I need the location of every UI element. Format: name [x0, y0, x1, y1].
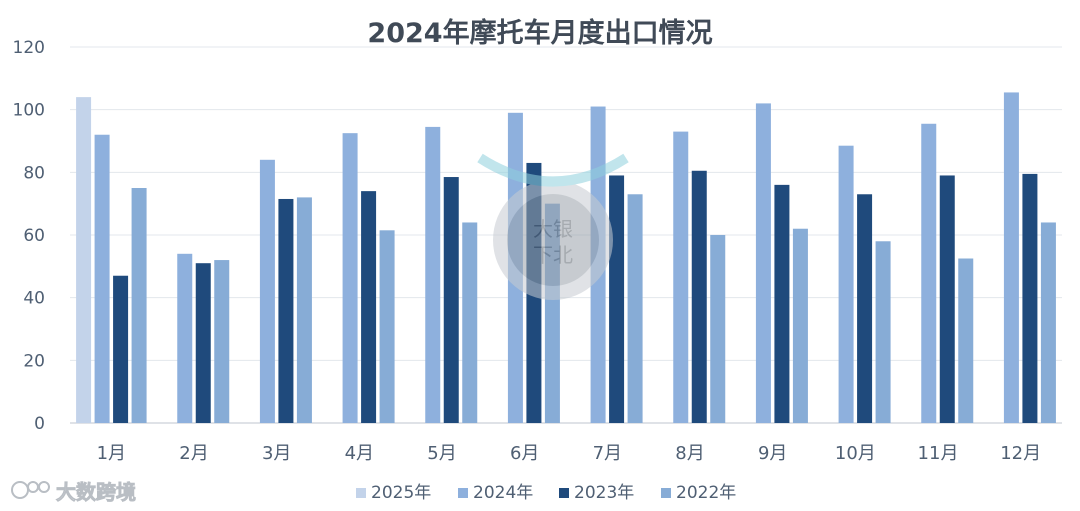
bar	[76, 97, 92, 423]
y-tick-label: 100	[13, 101, 45, 121]
x-tick-label: 12月	[1000, 443, 1041, 464]
x-tick-label: 8月	[675, 443, 704, 464]
x-tick-label: 10月	[835, 443, 876, 464]
y-tick-label: 60	[23, 226, 45, 246]
legend-swatch	[458, 488, 468, 498]
bar	[131, 188, 147, 423]
bar	[774, 184, 790, 423]
bar	[94, 134, 110, 423]
y-tick-label: 120	[13, 38, 45, 58]
legend-label: 2022年	[676, 483, 736, 503]
bar	[1003, 92, 1019, 423]
y-tick-label: 20	[23, 351, 45, 371]
bar	[462, 222, 478, 423]
x-tick-label: 11月	[918, 443, 959, 464]
bar	[1022, 173, 1038, 423]
x-tick-label: 3月	[262, 443, 291, 464]
source-logo: 大数跨境	[11, 480, 136, 504]
bar	[259, 159, 275, 424]
y-axis: 0 20 40 60 80 100 120	[13, 38, 45, 434]
bar	[379, 230, 395, 423]
legend-swatch	[356, 488, 366, 498]
bar	[627, 194, 643, 423]
chart-title: 2024年摩托车月度出口情况	[367, 17, 712, 49]
bar	[214, 260, 230, 423]
bar	[939, 175, 955, 423]
bar	[857, 194, 873, 423]
bar	[443, 177, 459, 423]
x-tick-label: 6月	[510, 443, 539, 464]
y-tick-label: 0	[34, 414, 45, 434]
bar	[673, 131, 689, 423]
legend-label: 2024年	[473, 483, 533, 503]
legend-swatch	[559, 488, 569, 498]
bar	[838, 145, 854, 423]
y-tick-label: 80	[23, 163, 45, 183]
bar	[755, 103, 771, 424]
legend-label: 2025年	[371, 483, 431, 503]
x-tick-label: 9月	[758, 443, 787, 464]
x-tick-label: 4月	[345, 443, 374, 464]
bar	[609, 175, 625, 423]
y-tick-label: 40	[23, 289, 45, 309]
watermark-emblem: 大银 下北	[477, 153, 629, 300]
bar	[1040, 222, 1056, 423]
bar	[691, 170, 707, 423]
bar	[113, 275, 129, 423]
bar	[278, 198, 294, 423]
x-tick-label: 1月	[97, 443, 126, 464]
x-tick-label: 2月	[179, 443, 208, 464]
bar	[195, 263, 211, 423]
bar	[710, 235, 726, 423]
bar	[425, 126, 441, 424]
bar	[361, 191, 377, 423]
bar	[958, 258, 974, 423]
legend: 2025年 2024年 2023年 2022年	[356, 483, 736, 503]
bar	[792, 228, 808, 423]
bar	[921, 123, 937, 424]
logo-icon	[11, 481, 50, 499]
bar	[177, 253, 193, 423]
bar	[342, 133, 358, 423]
watermark-text-bottom: 下北	[533, 243, 573, 267]
x-tick-label: 5月	[427, 443, 456, 464]
source-logo-text: 大数跨境	[56, 480, 136, 504]
legend-label: 2023年	[574, 483, 634, 503]
x-axis: 1月 2月 3月 4月 5月 6月 7月 8月 9月 10月 11月 12月	[97, 443, 1042, 464]
watermark-text-top: 大银	[533, 217, 573, 241]
x-tick-label: 7月	[593, 443, 622, 464]
bar	[296, 197, 312, 423]
bar	[875, 241, 891, 423]
legend-swatch	[661, 488, 671, 498]
